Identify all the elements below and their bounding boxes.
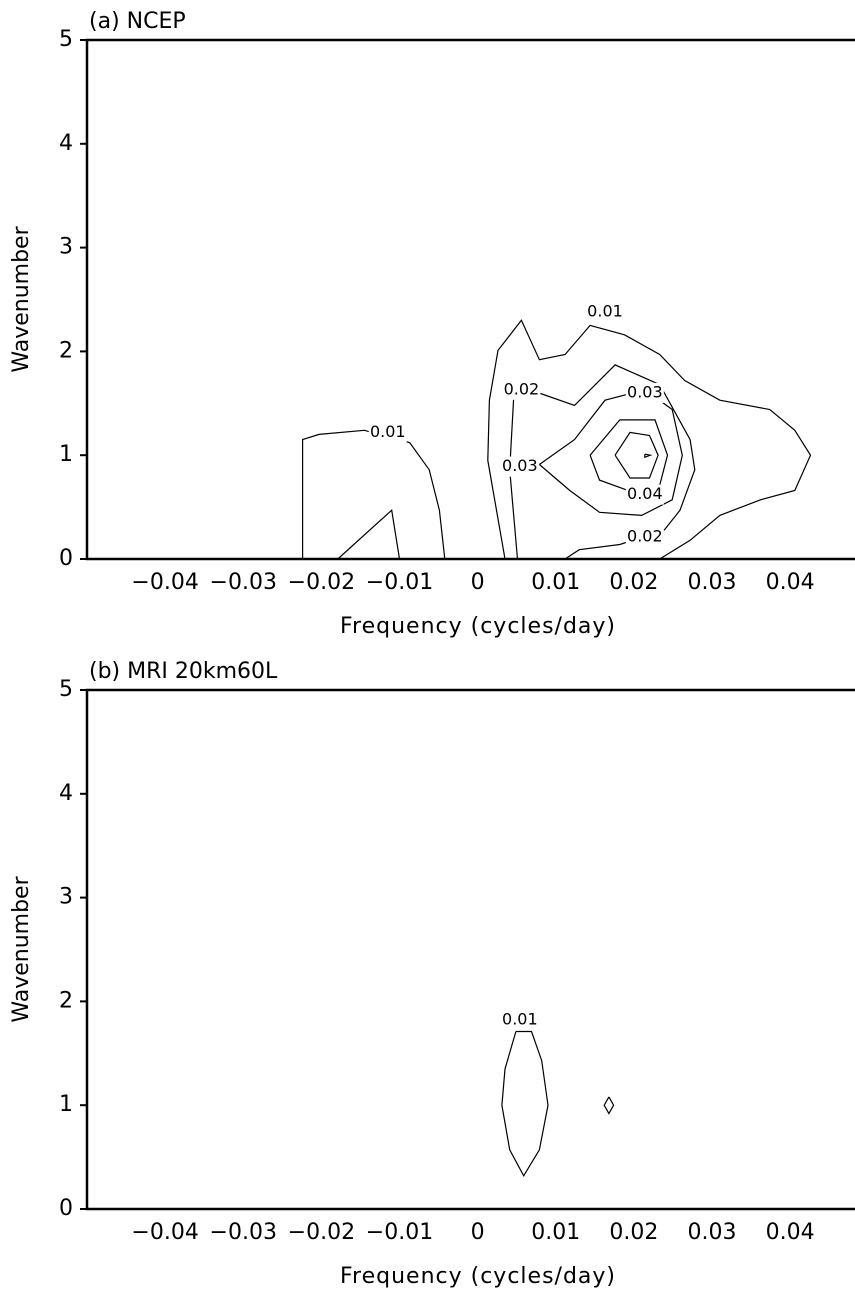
x-tick-label: −0.03 bbox=[210, 570, 277, 595]
x-tick-label: 0.04 bbox=[766, 570, 815, 595]
contour-line bbox=[487, 319, 812, 560]
x-tick-label: −0.01 bbox=[366, 570, 433, 595]
x-tick-label: 0.02 bbox=[609, 1220, 658, 1245]
contour-label: 0.03 bbox=[627, 382, 663, 401]
contour-label: 0.01 bbox=[370, 422, 406, 441]
panel-title: (b) MRI 20km60L bbox=[89, 659, 278, 684]
contour-line bbox=[302, 429, 446, 560]
y-tick-label: 5 bbox=[59, 27, 73, 52]
contour-label: 0.03 bbox=[502, 456, 538, 475]
y-tick-label: 3 bbox=[59, 885, 73, 910]
contour-line bbox=[337, 509, 401, 560]
y-tick-label: 3 bbox=[59, 235, 73, 260]
contour-line bbox=[603, 1096, 615, 1115]
contour-label: 0.01 bbox=[587, 301, 623, 320]
label-background bbox=[585, 301, 624, 322]
axes-frame bbox=[85, 688, 855, 1211]
y-axis-label: Wavenumber bbox=[9, 225, 34, 372]
x-axis-label: Frequency (cycles/day) bbox=[340, 614, 616, 639]
y-tick-label: 2 bbox=[59, 988, 73, 1013]
x-tick-label: −0.04 bbox=[131, 1220, 198, 1245]
label-background bbox=[502, 379, 541, 400]
y-tick-label: 2 bbox=[59, 338, 73, 363]
label-background bbox=[625, 527, 664, 548]
y-tick-label: 0 bbox=[59, 1196, 73, 1221]
label-background bbox=[500, 456, 539, 477]
y-tick-label: 4 bbox=[59, 781, 73, 806]
x-tick-label: 0.04 bbox=[766, 1220, 815, 1245]
contour-line bbox=[614, 431, 659, 479]
x-tick-label: 0.01 bbox=[531, 1220, 580, 1245]
label-background bbox=[500, 1010, 539, 1031]
contour-line bbox=[589, 419, 669, 496]
y-tick-label: 1 bbox=[59, 1092, 73, 1117]
y-tick-label: 4 bbox=[59, 131, 73, 156]
x-tick-label: 0.03 bbox=[688, 570, 737, 595]
x-tick-label: 0.01 bbox=[531, 570, 580, 595]
y-tick-label: 5 bbox=[59, 677, 73, 702]
x-axis-label: Frequency (cycles/day) bbox=[340, 1264, 616, 1289]
contour-line bbox=[539, 389, 683, 517]
contour-label: 0.04 bbox=[627, 484, 663, 503]
x-tick-label: 0 bbox=[471, 1220, 485, 1245]
contour-label: 0.02 bbox=[504, 379, 540, 398]
x-tick-label: −0.03 bbox=[210, 1220, 277, 1245]
label-background bbox=[368, 422, 407, 443]
y-axis-label: Wavenumber bbox=[9, 875, 34, 1022]
x-tick-label: 0 bbox=[471, 570, 485, 595]
x-tick-label: −0.02 bbox=[288, 570, 355, 595]
x-tick-label: 0.03 bbox=[688, 1220, 737, 1245]
axes-frame bbox=[85, 38, 855, 561]
x-tick-label: −0.01 bbox=[366, 1220, 433, 1245]
contour-line bbox=[501, 1030, 549, 1178]
y-tick-label: 0 bbox=[59, 546, 73, 571]
panel-title: (a) NCEP bbox=[89, 9, 186, 34]
y-tick-label: 1 bbox=[59, 442, 73, 467]
x-tick-label: 0.02 bbox=[609, 570, 658, 595]
contour-line bbox=[644, 453, 653, 459]
x-tick-label: −0.04 bbox=[131, 570, 198, 595]
label-background bbox=[625, 484, 664, 505]
contour-label: 0.02 bbox=[627, 527, 663, 546]
x-tick-label: −0.02 bbox=[288, 1220, 355, 1245]
contour-label: 0.01 bbox=[502, 1010, 538, 1029]
label-background bbox=[625, 382, 664, 403]
